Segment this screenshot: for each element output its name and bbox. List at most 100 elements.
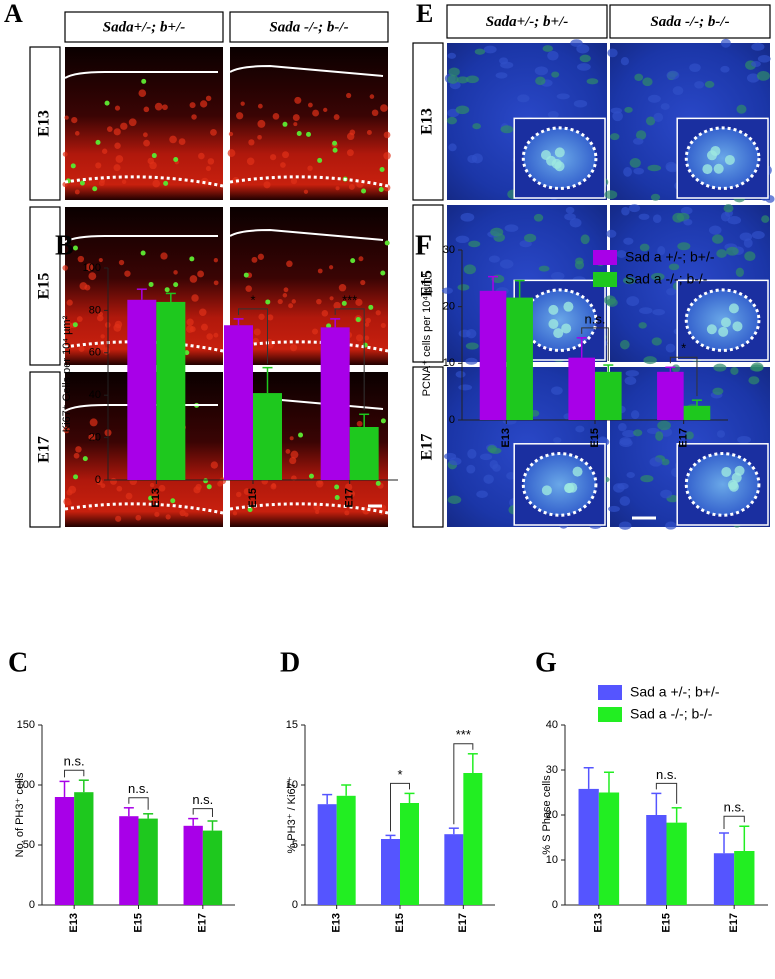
cell xyxy=(604,190,618,200)
cell xyxy=(490,227,504,237)
cell xyxy=(68,485,77,494)
focus xyxy=(541,485,552,496)
bar xyxy=(74,792,94,905)
row-label-box xyxy=(29,371,61,528)
cell xyxy=(88,433,96,441)
cell xyxy=(447,52,457,59)
cell xyxy=(296,130,302,136)
cell xyxy=(82,456,88,462)
y-axis-label: Ki67⁺ Cells per 10⁴ µm² xyxy=(61,315,73,432)
cell xyxy=(149,482,155,488)
cell xyxy=(184,512,189,517)
cell xyxy=(95,139,101,145)
cell xyxy=(113,128,121,136)
cell xyxy=(550,272,565,281)
cell xyxy=(323,107,328,113)
bar xyxy=(568,357,595,420)
cell xyxy=(757,55,771,63)
cell xyxy=(251,256,258,263)
cell xyxy=(380,104,388,112)
bar xyxy=(463,773,483,905)
cell xyxy=(665,343,676,353)
row-label-box xyxy=(412,42,444,201)
y-tick-label: 30 xyxy=(546,764,558,776)
cell xyxy=(154,102,163,111)
cell xyxy=(277,298,283,305)
cell xyxy=(653,112,664,122)
legend-label: Sad a -/-; b-/- xyxy=(630,706,713,722)
cell xyxy=(125,492,133,500)
cell xyxy=(666,163,679,173)
cell xyxy=(189,102,196,109)
focus xyxy=(554,161,565,172)
focus xyxy=(553,328,564,339)
cell xyxy=(483,474,494,484)
bar xyxy=(598,792,620,905)
cell xyxy=(312,328,319,335)
cell xyxy=(569,218,582,228)
x-tick-label: E17 xyxy=(678,428,690,448)
cell xyxy=(624,376,637,385)
cell xyxy=(228,131,234,137)
cell xyxy=(617,482,629,490)
focus xyxy=(540,150,551,161)
cell xyxy=(476,490,488,498)
cell xyxy=(368,304,374,310)
cell xyxy=(468,240,481,248)
cell xyxy=(306,131,312,137)
cell xyxy=(371,109,379,117)
cell xyxy=(257,134,262,140)
cell xyxy=(683,218,693,226)
bar xyxy=(349,427,379,480)
cell xyxy=(307,102,313,108)
y-axis-label: % S Phase cells xyxy=(541,775,553,855)
cell xyxy=(356,334,364,342)
bar xyxy=(578,788,599,905)
cell xyxy=(205,166,211,172)
cell xyxy=(612,111,623,122)
cell xyxy=(466,328,477,339)
legend-swatch xyxy=(593,272,617,287)
column-header-box xyxy=(229,11,389,43)
cell xyxy=(74,189,80,195)
cell xyxy=(657,245,666,256)
row-label: E15 xyxy=(36,273,53,300)
cell xyxy=(579,54,591,63)
significance-bracket xyxy=(128,797,149,810)
legend-label: Sad a +/-; b+/- xyxy=(630,684,720,700)
cell xyxy=(643,356,657,365)
cell xyxy=(626,471,635,479)
cell xyxy=(348,183,355,190)
cell xyxy=(290,177,298,185)
cell xyxy=(96,478,103,486)
bar xyxy=(119,816,139,905)
ventricle-line xyxy=(64,502,224,515)
focus xyxy=(564,483,575,494)
cell xyxy=(660,489,673,499)
cell xyxy=(332,147,338,153)
cell xyxy=(547,50,559,61)
cell xyxy=(645,116,656,126)
panel-letter: E xyxy=(416,0,433,28)
cell xyxy=(655,431,664,441)
cell xyxy=(161,104,168,111)
cell xyxy=(500,125,514,134)
cell xyxy=(283,287,289,293)
cell xyxy=(63,426,70,434)
panel-letter: B xyxy=(55,230,74,261)
cell xyxy=(680,206,693,215)
cell xyxy=(622,430,637,438)
x-tick-label: E15 xyxy=(394,913,406,933)
column-header-box xyxy=(64,11,224,43)
cell xyxy=(467,448,477,459)
bar xyxy=(138,818,158,905)
cell xyxy=(638,322,647,329)
cell xyxy=(448,143,457,152)
significance-bracket xyxy=(453,743,474,825)
row-label-box xyxy=(29,206,61,366)
row-label-box xyxy=(412,366,444,528)
cell xyxy=(205,95,212,102)
column-header: Sada+/-; b+/- xyxy=(103,19,186,35)
cell xyxy=(104,100,110,106)
cell xyxy=(553,437,562,444)
